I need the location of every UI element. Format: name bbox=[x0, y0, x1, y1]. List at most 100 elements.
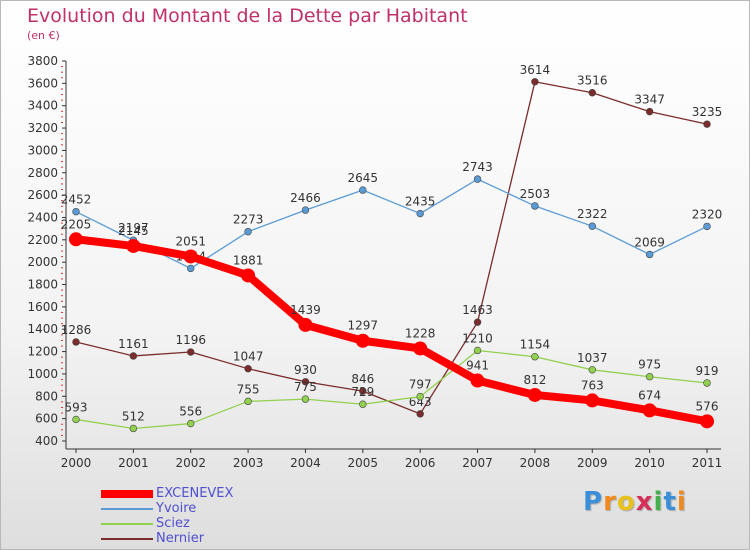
legend-label: Nernier bbox=[156, 531, 205, 546]
data-label: 2069 bbox=[634, 235, 665, 249]
y-minor-tick bbox=[61, 317, 63, 319]
data-point bbox=[187, 264, 195, 273]
y-minor-tick bbox=[61, 250, 63, 252]
y-tick-label: 1200 bbox=[27, 345, 58, 359]
data-label: 846 bbox=[351, 372, 374, 386]
data-point bbox=[298, 317, 313, 332]
data-point bbox=[72, 338, 80, 346]
x-tick-label: 2008 bbox=[520, 456, 551, 470]
x-tick-label: 2005 bbox=[348, 456, 379, 470]
logo-letter: o bbox=[616, 487, 636, 517]
data-label: 593 bbox=[65, 400, 88, 414]
data-point bbox=[473, 175, 482, 183]
data-point bbox=[301, 378, 310, 386]
y-minor-tick bbox=[61, 295, 63, 297]
series-line-nernier bbox=[75, 81, 708, 415]
y-minor-tick bbox=[61, 133, 63, 135]
data-label: 2645 bbox=[348, 171, 379, 185]
y-minor-tick bbox=[61, 71, 63, 73]
legend-swatch bbox=[101, 538, 153, 540]
y-minor-tick bbox=[61, 110, 63, 112]
data-point bbox=[588, 222, 596, 230]
logo-letter: x bbox=[635, 487, 654, 517]
logo-letter: t bbox=[663, 487, 677, 517]
data-label: 755 bbox=[237, 382, 260, 396]
y-minor-tick bbox=[61, 189, 63, 191]
data-label: 975 bbox=[638, 358, 661, 372]
data-point bbox=[244, 397, 252, 406]
y-minor-tick bbox=[61, 379, 63, 381]
y-minor-tick bbox=[61, 334, 63, 336]
data-point bbox=[244, 227, 252, 236]
y-tick-label: 2800 bbox=[27, 166, 58, 180]
data-label: 1196 bbox=[175, 333, 206, 347]
data-point bbox=[129, 352, 138, 360]
data-label: 2452 bbox=[61, 193, 92, 207]
y-tick-label: 600 bbox=[35, 412, 58, 426]
data-label: 2435 bbox=[405, 195, 436, 209]
data-point bbox=[531, 78, 539, 86]
x-tick-label: 2004 bbox=[290, 456, 321, 470]
data-label: 2503 bbox=[520, 187, 551, 201]
y-minor-tick bbox=[61, 423, 63, 425]
y-minor-tick bbox=[61, 77, 63, 79]
y-minor-tick bbox=[61, 244, 63, 246]
data-label: 2273 bbox=[233, 213, 264, 227]
x-tick-label: 2011 bbox=[692, 456, 723, 470]
data-point bbox=[69, 232, 83, 247]
y-minor-tick bbox=[61, 211, 63, 213]
y-minor-tick bbox=[61, 362, 63, 364]
data-label: 1881 bbox=[233, 253, 264, 267]
y-tick-label: 400 bbox=[35, 434, 58, 448]
x-tick-label: 2002 bbox=[175, 456, 206, 470]
y-minor-tick bbox=[61, 412, 63, 414]
data-point bbox=[301, 395, 310, 403]
data-point bbox=[126, 238, 141, 253]
y-minor-tick bbox=[61, 88, 63, 90]
y-minor-tick bbox=[61, 367, 63, 369]
y-minor-tick bbox=[61, 155, 63, 157]
data-label: 1463 bbox=[462, 303, 493, 317]
y-minor-tick bbox=[61, 278, 63, 280]
y-minor-tick bbox=[61, 228, 63, 230]
data-point bbox=[703, 379, 711, 387]
data-point bbox=[183, 249, 198, 264]
data-label: 2197 bbox=[118, 221, 149, 235]
y-tick-label: 1400 bbox=[27, 322, 58, 336]
data-label: 1286 bbox=[61, 323, 92, 337]
y-minor-tick bbox=[61, 384, 63, 386]
data-label: 2145 bbox=[118, 224, 149, 238]
y-tick-label: 3200 bbox=[27, 121, 58, 135]
data-point bbox=[416, 392, 424, 401]
y-minor-tick bbox=[61, 99, 63, 101]
y-minor-tick bbox=[61, 116, 63, 118]
y-tick-label: 2400 bbox=[27, 210, 58, 224]
y-minor-tick bbox=[61, 256, 63, 258]
data-point bbox=[72, 415, 80, 424]
y-minor-tick bbox=[61, 289, 63, 291]
data-label: 1037 bbox=[577, 351, 608, 365]
y-minor-tick bbox=[61, 345, 63, 347]
data-label: 2322 bbox=[577, 207, 608, 221]
y-tick-label: 2000 bbox=[27, 255, 58, 269]
data-label: 930 bbox=[294, 363, 317, 377]
data-label: 3235 bbox=[692, 105, 723, 119]
y-minor-tick bbox=[61, 272, 63, 274]
data-point bbox=[359, 186, 367, 194]
y-minor-tick bbox=[61, 233, 63, 235]
data-point bbox=[645, 373, 654, 381]
data-point bbox=[642, 403, 657, 418]
data-label: 2320 bbox=[692, 207, 723, 221]
data-point bbox=[527, 387, 542, 402]
x-tick-label: 2003 bbox=[233, 456, 264, 470]
y-minor-tick bbox=[61, 429, 63, 431]
legend-label: Yvoire bbox=[156, 501, 197, 516]
data-label: 512 bbox=[122, 409, 145, 423]
legend-swatch bbox=[101, 523, 153, 525]
series-line-yvoire bbox=[75, 178, 708, 270]
x-tick-label: 2009 bbox=[577, 456, 608, 470]
y-minor-tick bbox=[61, 138, 63, 140]
data-label: 919 bbox=[696, 364, 719, 378]
